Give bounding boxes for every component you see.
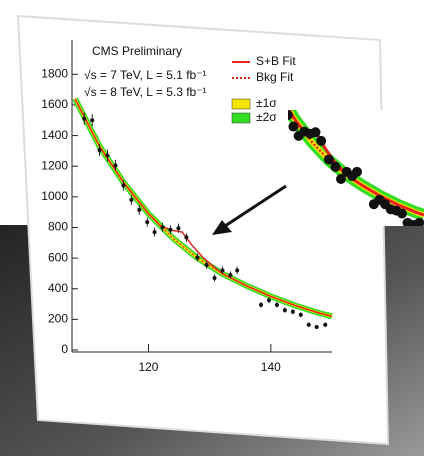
data-point	[113, 163, 118, 168]
data-point	[288, 121, 299, 132]
sb-fit	[74, 98, 333, 318]
data-point	[184, 235, 189, 240]
data-point	[266, 298, 271, 303]
data-point	[105, 153, 110, 158]
legend-label: S+B Fit	[256, 54, 296, 68]
y-tick-label: 200	[48, 312, 68, 326]
data-point	[330, 161, 341, 172]
y-tick-label: 1000	[41, 189, 68, 203]
y-tick-label: 1400	[41, 128, 68, 142]
y-tick-label: 800	[48, 220, 68, 234]
y-tick-label: 0	[61, 342, 68, 356]
data-point	[306, 322, 311, 327]
data-point	[212, 276, 217, 281]
y-tick-label: 1600	[41, 97, 68, 111]
data-point	[220, 268, 225, 273]
data-point	[97, 148, 102, 153]
annotation: √s = 7 TeV, L = 5.1 fb⁻¹	[84, 68, 207, 82]
data-point	[195, 255, 200, 260]
data-point	[314, 325, 319, 330]
data-point	[298, 312, 303, 317]
data-point	[145, 220, 150, 225]
data-point	[352, 166, 362, 177]
x-tick-label: 140	[261, 360, 281, 374]
data-point	[288, 110, 293, 121]
legend-swatch	[231, 112, 251, 124]
arrow	[221, 184, 287, 230]
data-point	[323, 154, 334, 165]
data-point	[414, 217, 424, 226]
y-tick-label: 1200	[41, 158, 68, 172]
annotation: √s = 8 TeV, L = 5.3 fb⁻¹	[84, 85, 207, 99]
y-tick-label: 1800	[41, 66, 68, 80]
data-point	[310, 127, 321, 138]
legend-swatch	[231, 98, 251, 110]
x-tick-label: 120	[138, 360, 158, 374]
data-point	[204, 262, 209, 267]
data-point	[137, 207, 142, 212]
legend: S+B Fit Bkg Fit ±1σ±2σ	[231, 54, 296, 124]
legend-label: ±1σ	[256, 96, 277, 110]
data-point	[336, 174, 347, 184]
data-point	[235, 268, 240, 273]
data-point	[259, 302, 264, 307]
data-point	[396, 208, 407, 219]
data-point	[160, 225, 165, 230]
data-point	[121, 183, 126, 188]
data-point	[323, 322, 328, 327]
inset-plot	[288, 110, 424, 226]
y-tick-label: 400	[48, 281, 68, 295]
data-point	[168, 227, 173, 232]
data-point	[282, 308, 287, 313]
data-point	[82, 116, 87, 121]
data-point	[129, 197, 134, 202]
data-point	[90, 118, 95, 123]
y-tick-label: 600	[48, 250, 68, 264]
sb-fit	[288, 110, 424, 217]
data-point	[228, 272, 233, 277]
data-point	[176, 226, 181, 231]
arrow-head	[212, 220, 232, 235]
data-point	[274, 302, 279, 307]
legend-label: ±2σ	[256, 110, 277, 124]
legend-label: Bkg Fit	[256, 70, 294, 84]
data-point	[152, 230, 157, 235]
chart-title: CMS Preliminary	[92, 44, 182, 58]
data-point	[316, 135, 327, 146]
data-point	[290, 309, 295, 314]
